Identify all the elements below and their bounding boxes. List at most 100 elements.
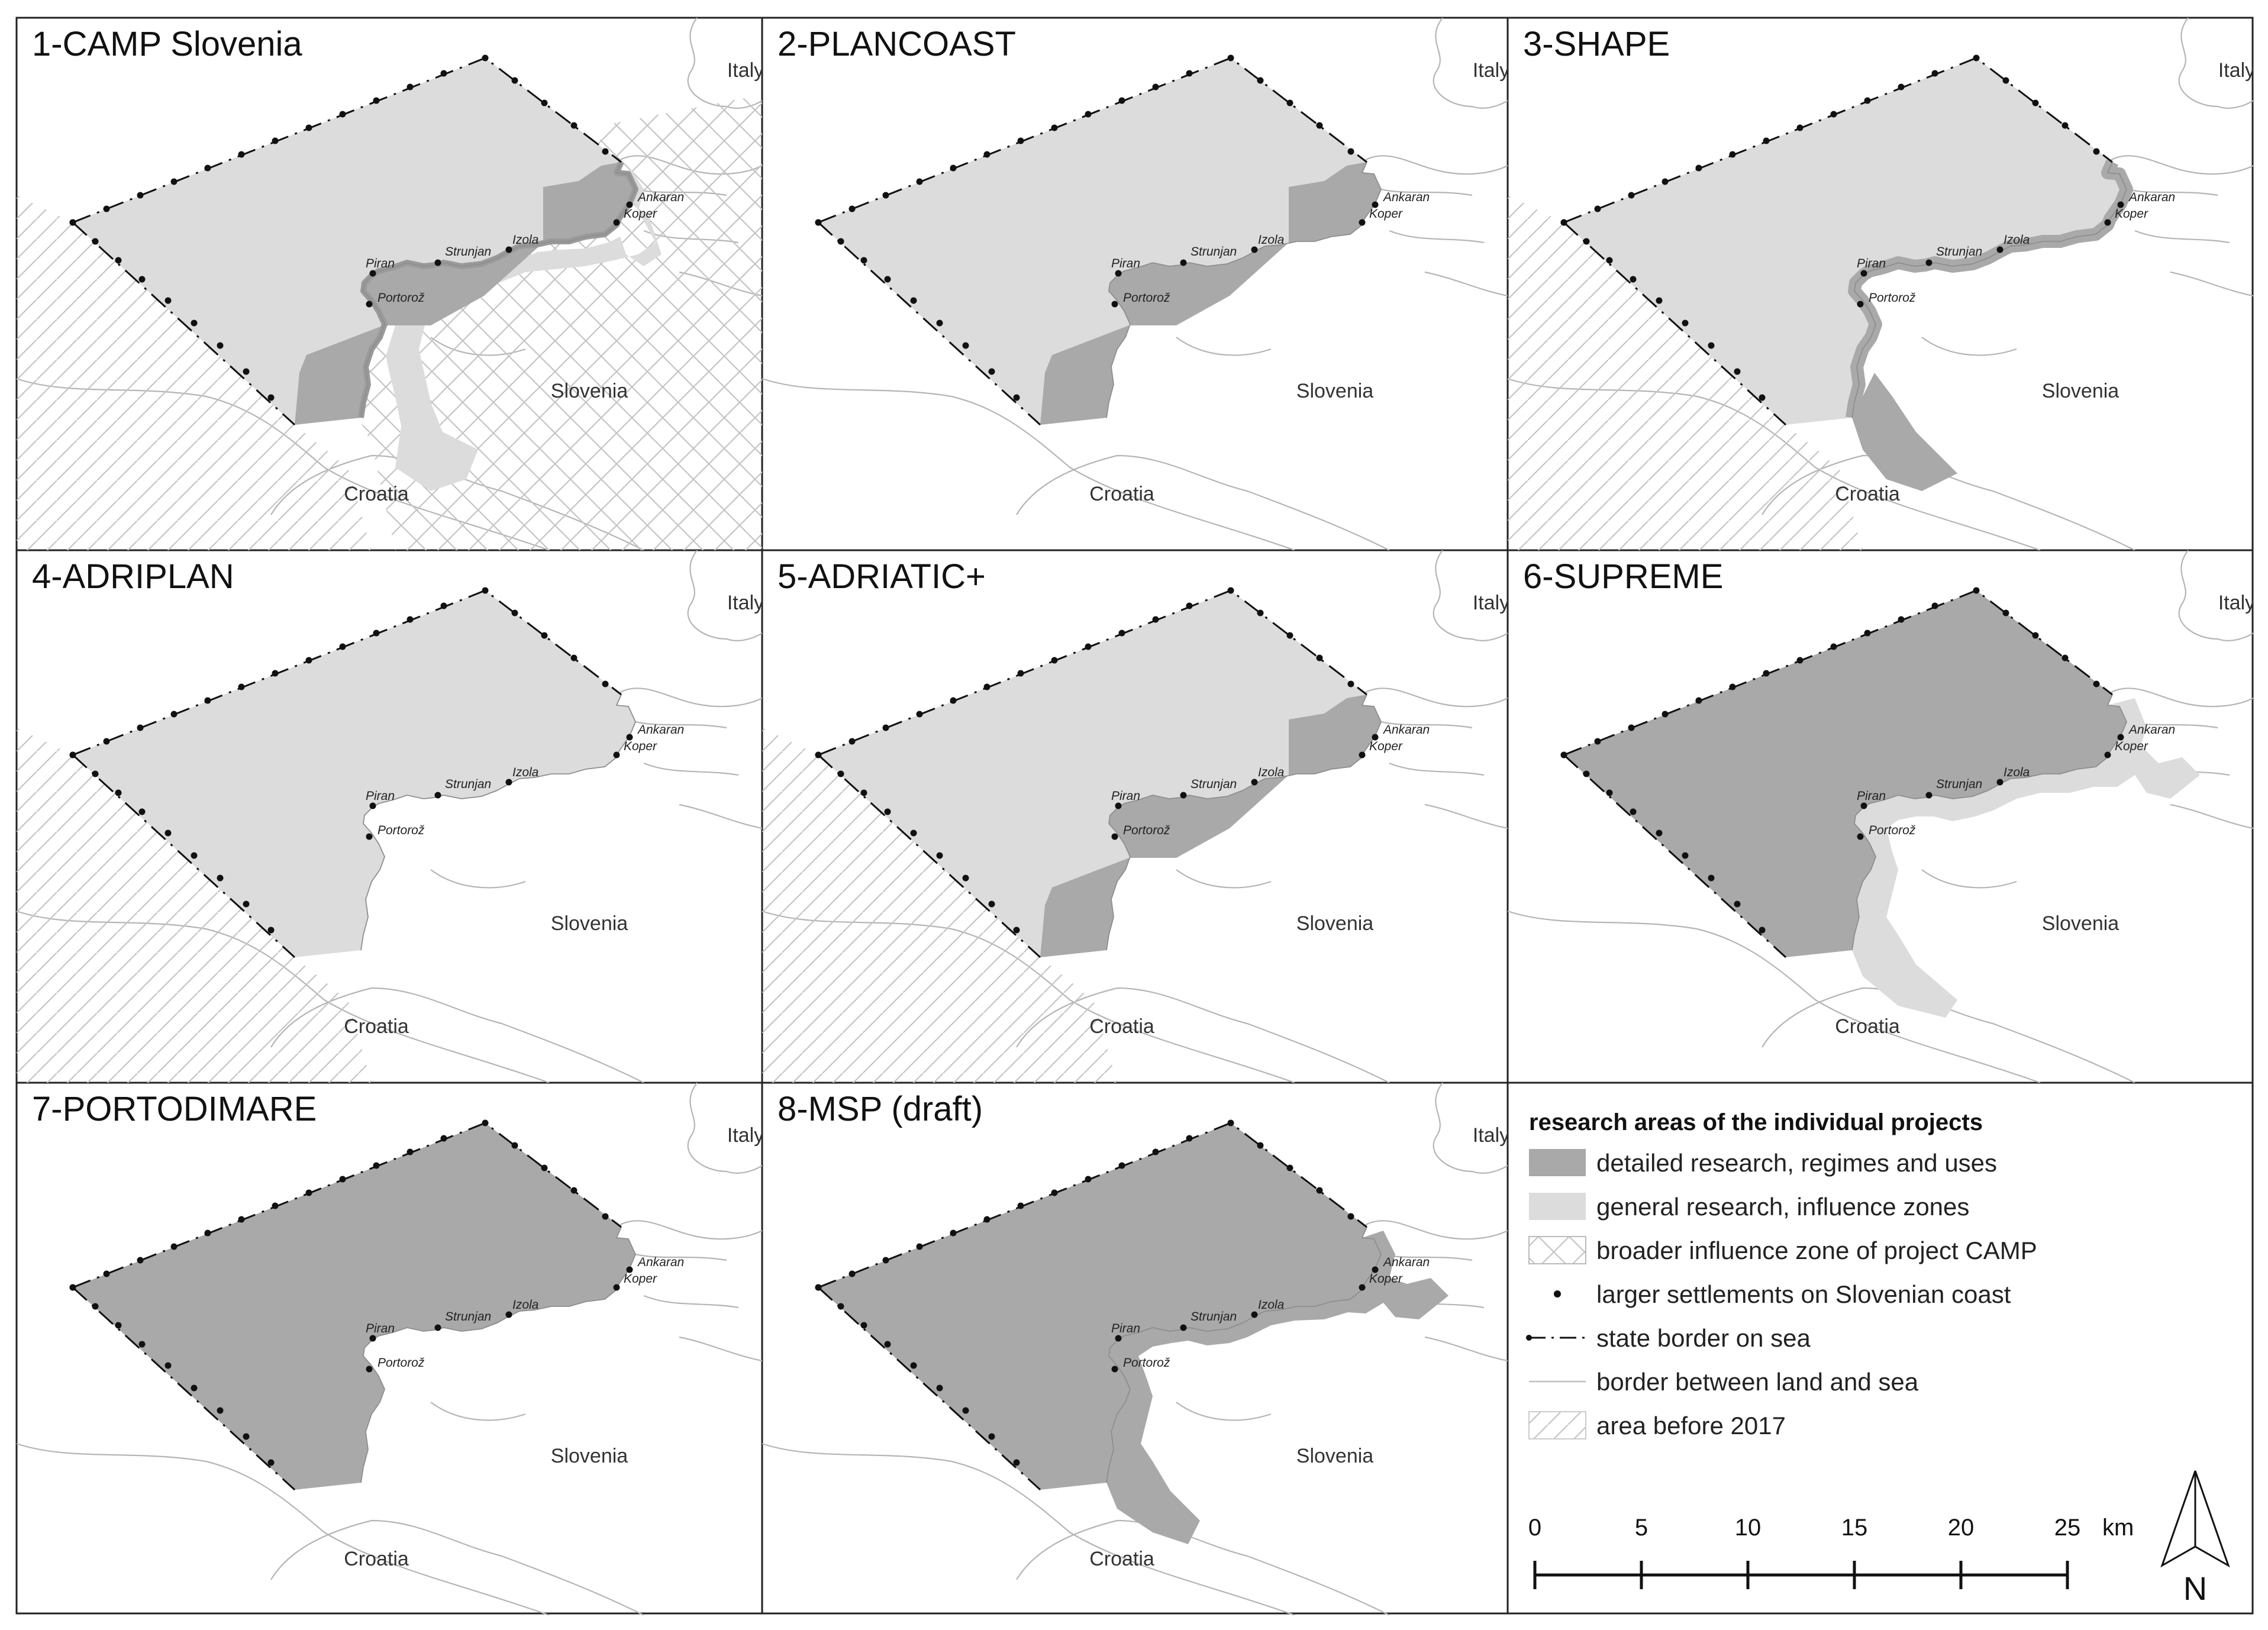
- land-sea-border: [643, 762, 739, 776]
- border-dot: [1560, 751, 1567, 758]
- land-sea-border: [1389, 230, 1485, 244]
- border-dot: [1286, 1164, 1293, 1171]
- border-dot: [1864, 97, 1871, 104]
- sea-research-area: [818, 1123, 1381, 1490]
- settlement-dot: [1860, 802, 1867, 809]
- settlement-dot: [1111, 301, 1118, 308]
- border-dot: [138, 808, 146, 815]
- land-sea-border: [2126, 188, 2218, 196]
- border-dot: [511, 609, 518, 617]
- state-border-sea: [72, 754, 296, 958]
- land-sea-border: [17, 1442, 550, 1615]
- border-dot: [305, 124, 312, 131]
- border-dot: [1560, 219, 1567, 226]
- border-dot: [910, 1362, 917, 1369]
- border-dot: [305, 657, 312, 664]
- border-dot: [1656, 829, 1663, 837]
- border-dot: [1085, 643, 1092, 650]
- panel-title: 6-SUPREME: [1523, 557, 1723, 596]
- diagonal-hatch-swatch: [1528, 1411, 1586, 1439]
- border-dot: [164, 829, 172, 837]
- area-before-2017: [17, 195, 372, 550]
- town-label: Piran: [366, 257, 395, 270]
- settlement-dot: [626, 1266, 633, 1273]
- land-sea-border: [1176, 869, 1272, 889]
- country-label-italy: Italy: [727, 1124, 764, 1147]
- border-dot: [272, 670, 279, 677]
- scale-tick-0: 0: [1528, 1515, 1541, 1541]
- border-dot: [1257, 77, 1264, 84]
- border-dot: [204, 164, 211, 172]
- land-sea-border: [620, 1220, 762, 1240]
- land-sea-border: [1365, 687, 1508, 708]
- settlement-dot: [1996, 246, 2004, 253]
- border-dot: [69, 751, 76, 758]
- border-dot: [882, 192, 889, 199]
- town-label: Piran: [1111, 257, 1140, 270]
- border-dot: [815, 751, 822, 758]
- area-before-2017: [762, 728, 1117, 1083]
- general-research-swatch: [1529, 1193, 1586, 1220]
- detailed-research-area: [1040, 162, 1381, 425]
- land-sea-border: [1433, 18, 1508, 109]
- town-label: Strunjan: [445, 1310, 491, 1324]
- sea-research-area: [1564, 58, 2127, 425]
- settlement-dot: [1996, 779, 2004, 786]
- border-dot: [164, 1362, 172, 1369]
- land-sea-border: [635, 1253, 727, 1261]
- border-dot: [1763, 670, 1770, 677]
- land-sea-border: [643, 1295, 739, 1309]
- legend-item-area-before-2017: area before 2017: [1596, 1412, 1786, 1439]
- border-dot: [1152, 616, 1159, 623]
- area-before-2017: [17, 728, 372, 1083]
- border-dot: [1656, 297, 1663, 304]
- country-label-italy: Italy: [2218, 59, 2255, 82]
- scale-bar: 0 5 10 15 20 25 km: [1528, 1515, 2134, 1589]
- map-panel: Ankaran Koper Izola Strunjan Piran Portorož It…: [17, 550, 762, 1083]
- border-dot: [2093, 148, 2100, 155]
- border-dot: [103, 205, 110, 212]
- border-dot: [2002, 77, 2009, 84]
- border-dot: [1186, 70, 1193, 77]
- border-dot: [1257, 609, 1264, 617]
- border-dot: [541, 632, 548, 639]
- border-dot: [541, 1164, 548, 1171]
- border-dot: [1630, 276, 1637, 283]
- legend-item-settlements: larger settlements on Slovenian coast: [1596, 1280, 2011, 1308]
- detailed-research-swatch: [1529, 1149, 1586, 1176]
- border-dot: [570, 1187, 578, 1194]
- land-sea-border: [2178, 18, 2253, 109]
- settlement-dot: [505, 246, 512, 253]
- border-dot: [849, 1270, 856, 1277]
- border-dot: [92, 770, 99, 777]
- country-label-italy: Italy: [2218, 592, 2255, 614]
- town-label: Piran: [1857, 257, 1886, 270]
- border-dot: [983, 683, 991, 690]
- border-dot: [1257, 1142, 1264, 1149]
- border-dot: [962, 874, 969, 882]
- panel-title: 3-SHAPE: [1523, 25, 1670, 63]
- border-dot: [92, 238, 99, 245]
- area-before-2017: [1508, 195, 1863, 550]
- border-dot: [1759, 394, 1766, 401]
- settlement-dot: [1180, 792, 1187, 799]
- land-sea-border: [635, 721, 727, 729]
- border-dot: [138, 276, 146, 283]
- border-dot: [243, 368, 250, 375]
- border-dot: [1583, 770, 1590, 777]
- border-dot: [936, 852, 943, 859]
- settlement-dot: [366, 833, 373, 840]
- settlement-dot: [366, 301, 373, 308]
- scale-unit: km: [2102, 1515, 2134, 1541]
- border-dot: [1017, 670, 1024, 677]
- country-label-croatia: Croatia: [1089, 1548, 1154, 1570]
- sea-research-area: [818, 590, 1381, 957]
- border-dot: [950, 164, 957, 172]
- town-label: Strunjan: [1191, 777, 1237, 791]
- land-sea-border: [1365, 155, 1508, 175]
- border-dot: [910, 829, 917, 837]
- settlement-dot: [1111, 833, 1118, 840]
- town-label: Strunjan: [445, 245, 491, 259]
- settlement-dot: [434, 792, 441, 799]
- border-dot: [1830, 111, 1837, 118]
